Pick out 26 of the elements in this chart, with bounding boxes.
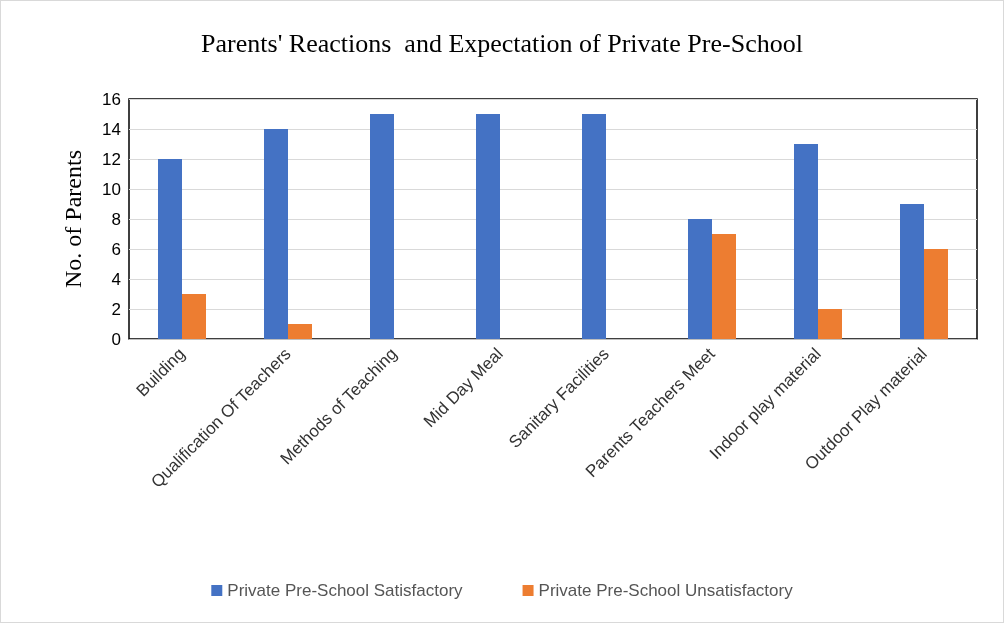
y-tick-label: 16 [102,89,121,109]
y-tick-label: 10 [102,179,121,199]
bar [370,114,394,339]
y-tick-label: 0 [111,329,121,349]
bar [818,309,842,339]
bar [158,159,182,339]
y-tick-label: 4 [111,269,121,289]
bar [288,324,312,339]
bar [794,144,818,339]
bar [182,294,206,339]
bar [924,249,948,339]
bar [688,219,712,339]
bar [712,234,736,339]
chart-title: Parents' Reactions and Expectation of Private Pre-School [201,28,803,58]
y-tick-label: 2 [111,299,121,319]
bar [476,114,500,339]
legend-label: Private Pre-School Satisfactory [227,581,464,600]
y-axis-title: No. of Parents [60,150,86,288]
y-tick-label: 14 [102,119,121,139]
y-tick-label: 6 [111,239,121,259]
y-tick-label: 12 [102,149,121,169]
bar [582,114,606,339]
y-tick-label: 8 [111,209,121,229]
legend-label: Private Pre-School Unsatisfactory [538,581,794,600]
bar [900,204,924,339]
bar [264,129,288,339]
